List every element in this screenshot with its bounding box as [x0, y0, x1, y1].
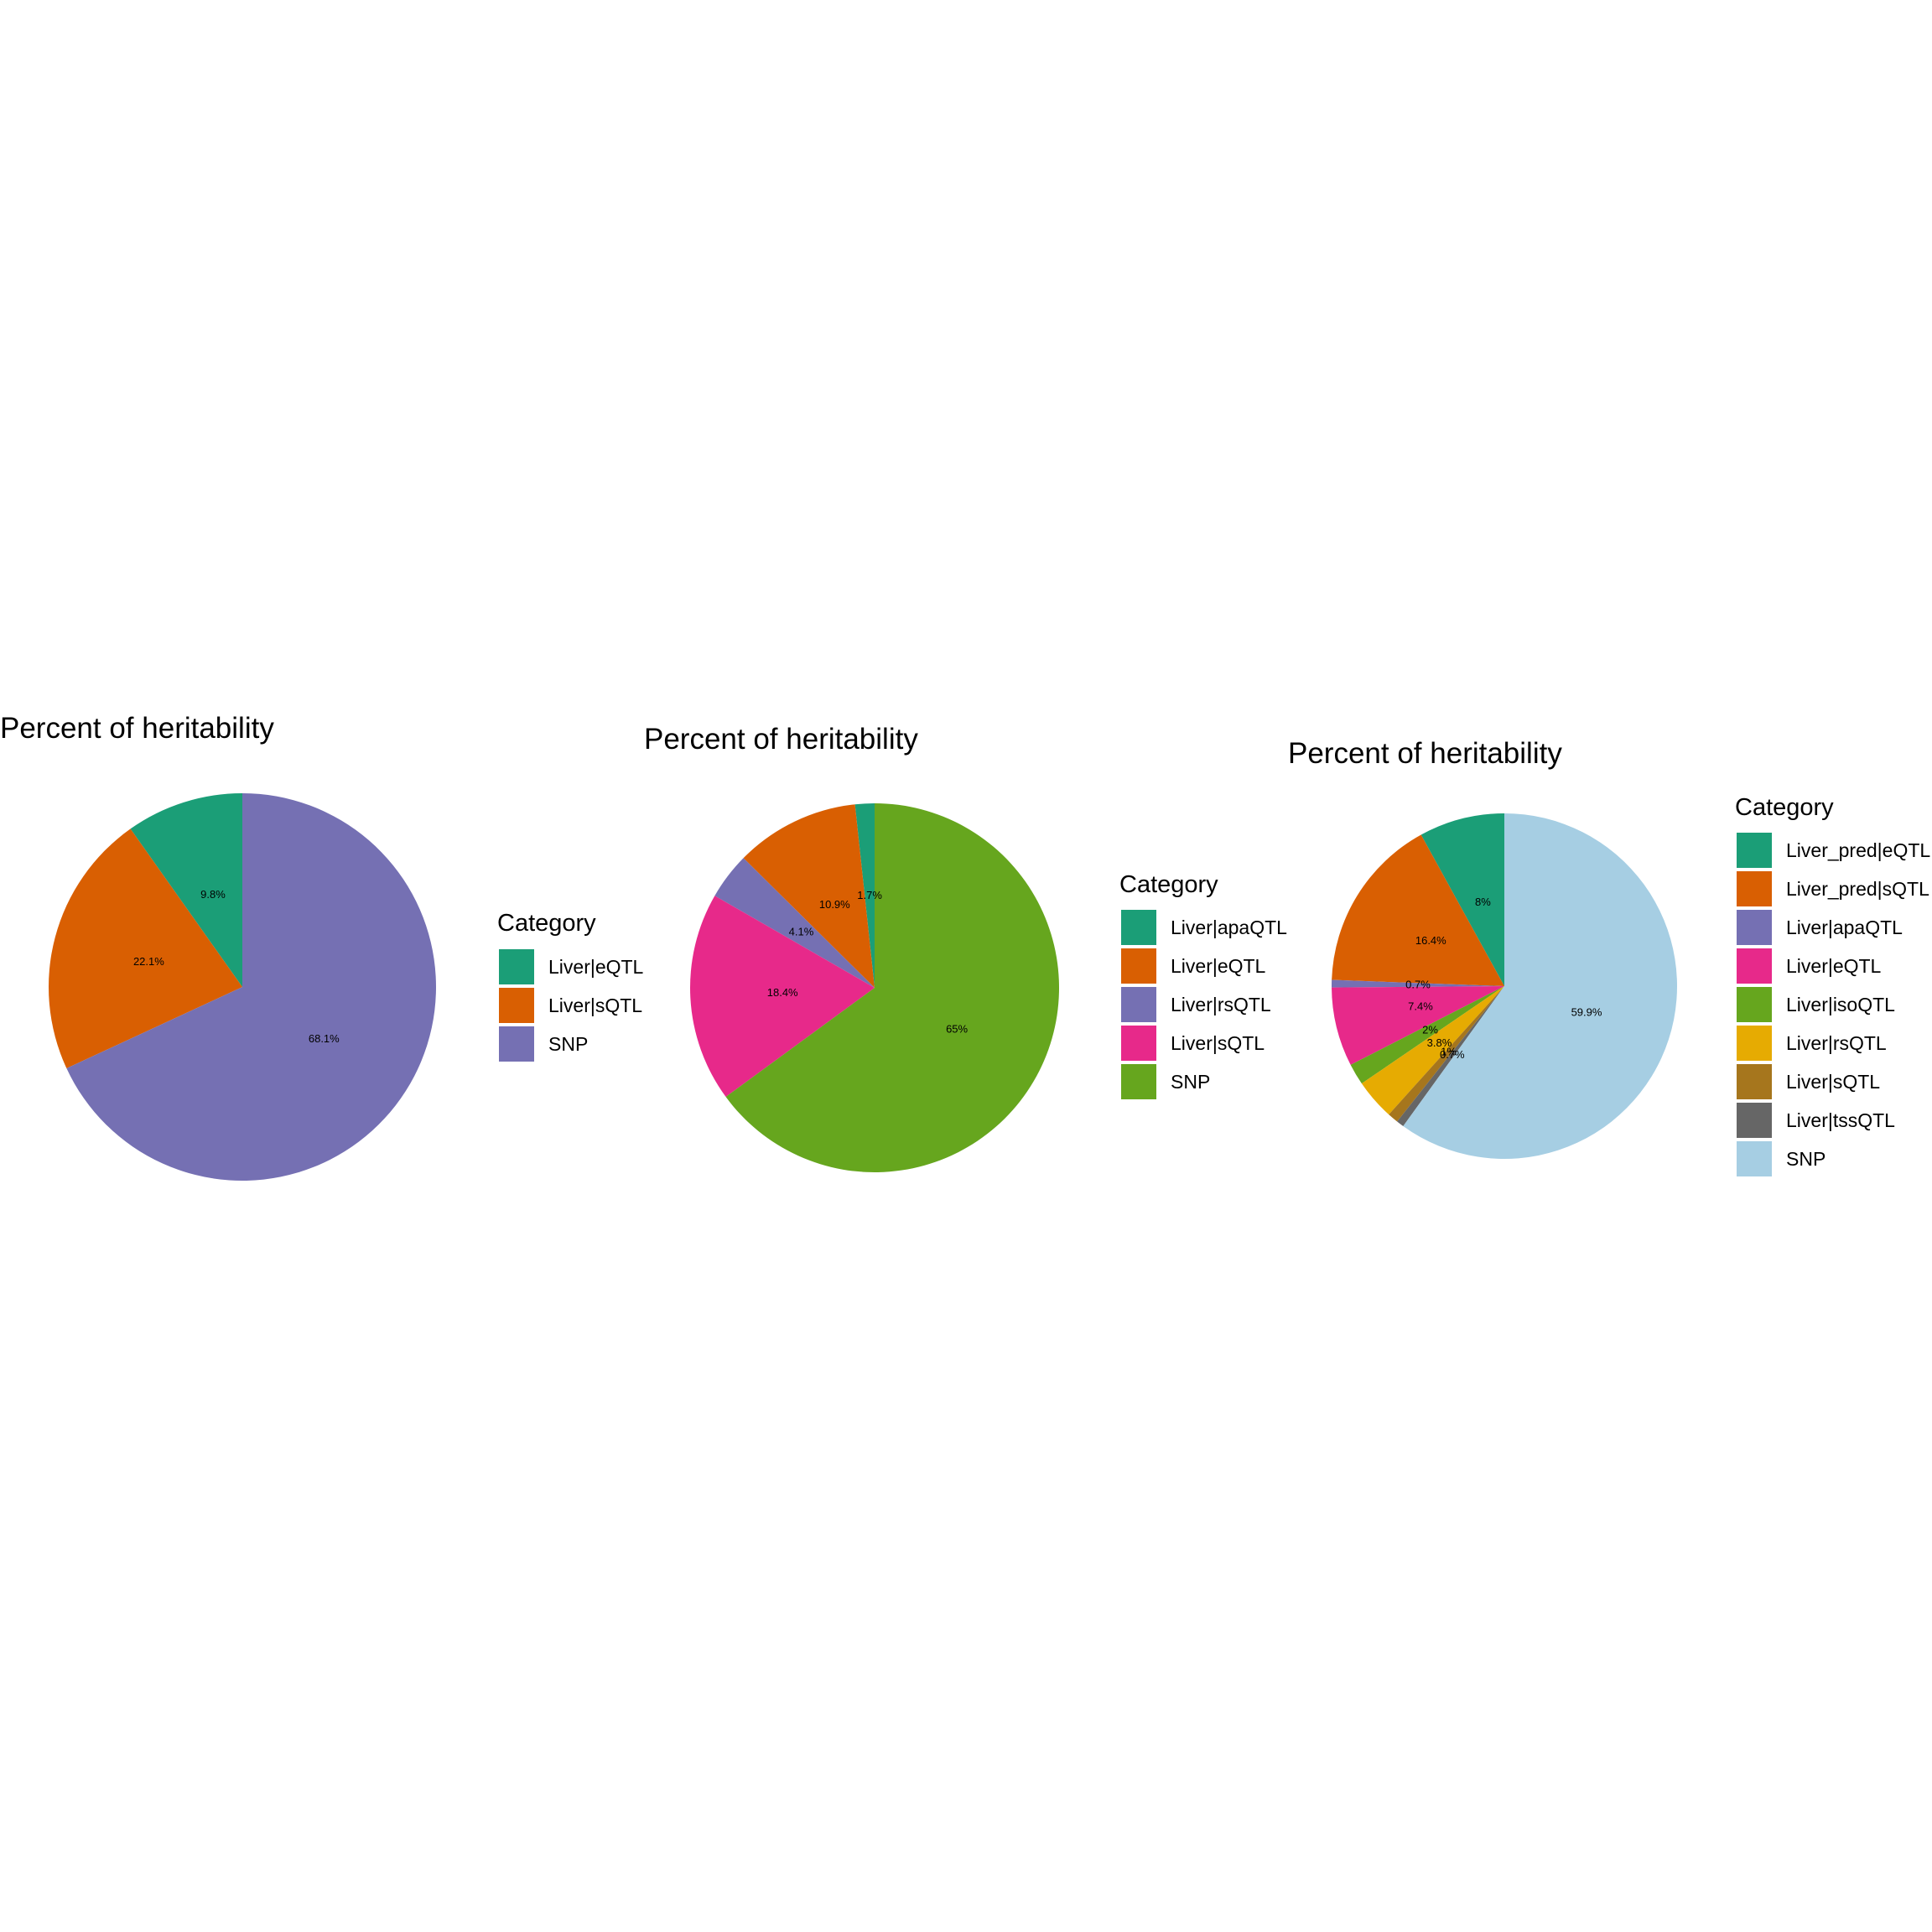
legend-label: Liver|apaQTL: [1171, 917, 1287, 938]
legend-label: SNP: [548, 1033, 588, 1055]
pie-slice-liver-rsqtl: [1361, 986, 1504, 1115]
legend-swatch-snp: [499, 1026, 534, 1062]
slice-percent-label: 1%: [1441, 1046, 1457, 1058]
legend-label: Liver|rsQTL: [1786, 1032, 1887, 1054]
pie-slice-liver-eqtl: [1332, 986, 1504, 1065]
legend-swatch-liver-apaqtl: [1121, 910, 1156, 945]
pie-slice-liver-isoqtl: [1350, 986, 1504, 1084]
pie-slice-liver-apaqtl: [854, 803, 875, 988]
legend-label: SNP: [1171, 1071, 1210, 1093]
chart-title: Percent of heritability: [1288, 737, 1562, 770]
slice-percent-label: 16.4%: [1415, 934, 1446, 947]
legend-swatch-liver-rsqtl: [1121, 987, 1156, 1022]
legend-swatch-liver-eqtl: [499, 949, 534, 984]
chart-title: Percent of heritability: [644, 723, 918, 756]
legend-swatch-liver-eqtl: [1737, 948, 1772, 984]
pie-slice-liver-sqtl: [1389, 986, 1504, 1122]
legend-title: Category: [1119, 871, 1218, 898]
slice-percent-label: 4.1%: [789, 925, 814, 937]
slice-percent-label: 1.7%: [857, 889, 882, 901]
legend-swatch-liver-sqtl: [1121, 1026, 1156, 1061]
slice-percent-label: 10.9%: [819, 898, 850, 911]
slice-percent-label: 65%: [946, 1023, 968, 1036]
slice-percent-label: 18.4%: [767, 986, 798, 999]
pie-slice-liver-pred-eqtl: [1420, 813, 1504, 986]
legend-label: Liver|sQTL: [1786, 1071, 1880, 1093]
slice-percent-label: 3.8%: [1427, 1036, 1452, 1049]
legend-label: Liver|tssQTL: [1786, 1109, 1895, 1131]
legend-title: Category: [1735, 794, 1834, 821]
pie-panel-3: Percent of heritability 8% 16.4% 0.7% 7.4% 2%…: [1288, 737, 1930, 1176]
slice-percent-label: 9.8%: [200, 888, 226, 901]
legend-label: Liver|isoQTL: [1786, 994, 1895, 1015]
slice-percent-label: 68.1%: [309, 1032, 340, 1045]
legend-swatch-snp: [1121, 1064, 1156, 1099]
pie-slice-liver-eqtl: [743, 804, 875, 988]
legend-label: Liver|sQTL: [548, 995, 642, 1016]
pie-slice-snp: [66, 793, 436, 1181]
legend-label: Liver|sQTL: [1171, 1032, 1265, 1054]
slice-percent-label: 2%: [1422, 1024, 1438, 1036]
slice-percent-label: 59.9%: [1571, 1006, 1602, 1019]
slice-percent-label: 22.1%: [133, 955, 164, 968]
pie-slice-liver-rsqtl: [714, 858, 875, 988]
legend-swatch-snp: [1737, 1141, 1772, 1176]
legend-swatch-liver-eqtl: [1121, 948, 1156, 984]
slice-percent-label: 8%: [1475, 896, 1491, 908]
pie-slice-liver-sqtl: [49, 828, 242, 1069]
pie-slice-snp: [725, 803, 1060, 1172]
slice-percent-label: 0.7%: [1405, 979, 1431, 991]
legend-label: Liver|eQTL: [1786, 955, 1882, 977]
legend-swatch-liver-apaqtl: [1737, 910, 1772, 945]
legend-swatch-liver-rsqtl: [1737, 1026, 1772, 1061]
pie-panel-1: Percent of heritability 9.8% 22.1% 68.1% Cat…: [0, 712, 644, 1181]
chart-title: Percent of heritability: [0, 712, 274, 745]
pie-slice-snp: [1403, 813, 1678, 1159]
pie-slice-liver-eqtl: [130, 793, 242, 987]
legend-swatch-liver-pred-sqtl: [1737, 871, 1772, 906]
pie-slice-liver-apaqtl: [1332, 979, 1504, 988]
legend-label: Liver|apaQTL: [1786, 917, 1903, 938]
pie-slice-liver-pred-sqtl: [1332, 834, 1504, 986]
legend-label: Liver_pred|sQTL: [1786, 878, 1929, 900]
legend-swatch-liver-isoqtl: [1737, 987, 1772, 1022]
pie-panel-2: Percent of heritability 1.7% 10.9% 4.1% 18.4…: [644, 723, 1287, 1172]
legend-label: Liver|rsQTL: [1171, 994, 1271, 1015]
slice-percent-label: 7.4%: [1408, 1000, 1433, 1013]
pie-slice-liver-sqtl: [690, 896, 875, 1098]
legend-swatch-liver-sqtl: [1737, 1064, 1772, 1099]
legend-label: Liver|eQTL: [1171, 955, 1266, 977]
legend-swatch-liver-tssqtl: [1737, 1103, 1772, 1138]
legend-label: Liver|eQTL: [548, 956, 644, 978]
slice-percent-label: 0.7%: [1440, 1048, 1465, 1061]
legend-title: Category: [497, 910, 596, 937]
legend-label: SNP: [1786, 1148, 1826, 1170]
legend-label: Liver_pred|eQTL: [1786, 839, 1930, 861]
pie-slice-liver-tssqtl: [1397, 986, 1504, 1126]
legend-swatch-liver-pred-eqtl: [1737, 833, 1772, 868]
legend-swatch-liver-sqtl: [499, 988, 534, 1023]
